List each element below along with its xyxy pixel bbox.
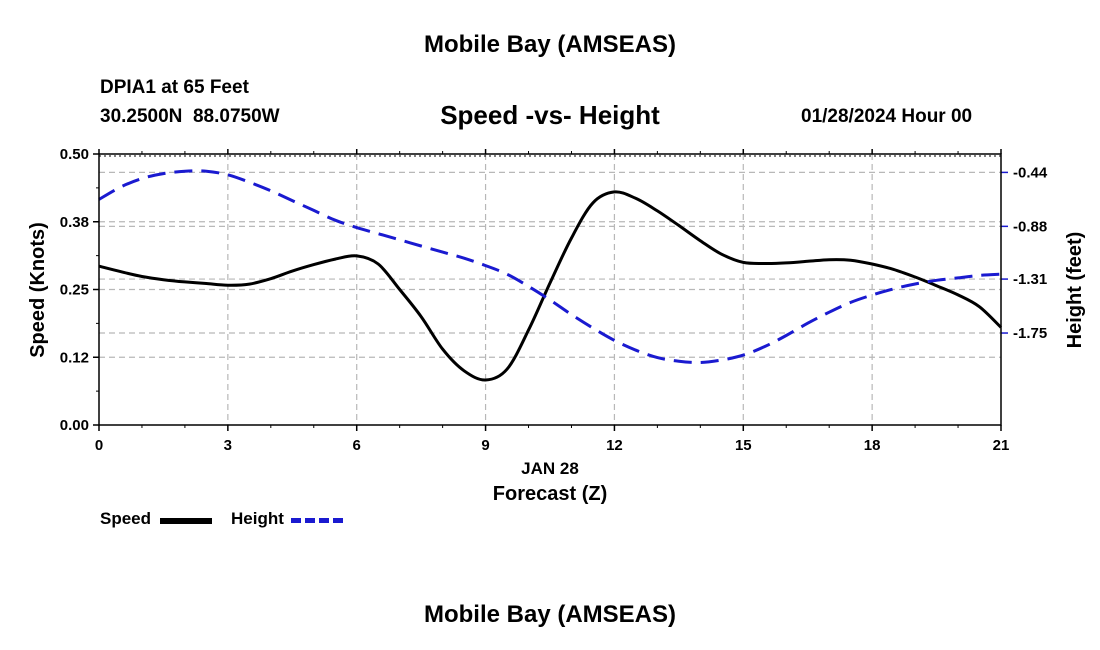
y-axis-left-label: Speed (Knots) xyxy=(27,222,49,358)
legend-speed-swatch xyxy=(160,518,212,524)
y-right-tick-label: -0.44 xyxy=(1013,164,1048,181)
x-tick-label: 3 xyxy=(224,437,232,454)
legend-speed-label: Speed xyxy=(100,509,152,528)
y-left-tick-label: 0.12 xyxy=(60,349,89,366)
x-axis-label: Forecast (Z) xyxy=(493,483,607,505)
y-left-tick-label: 0.00 xyxy=(60,417,89,434)
x-tick-label: 21 xyxy=(993,437,1010,454)
speed-series-line xyxy=(98,190,1003,382)
station-label: DPIA1 at 65 Feet xyxy=(100,77,249,98)
x-tick-label: 12 xyxy=(606,437,623,454)
y-right-tick-label: -1.75 xyxy=(1013,325,1047,342)
top-title: Mobile Bay (AMSEAS) xyxy=(423,31,677,58)
y-left-tick-label: 0.25 xyxy=(60,282,89,299)
x-tick-label: 0 xyxy=(95,437,103,454)
y-left-tick-label: 0.50 xyxy=(60,146,89,163)
height-series-line xyxy=(98,169,1002,365)
x-tick-label: 9 xyxy=(481,437,489,454)
series-group xyxy=(98,169,1003,382)
y-right-tick-label: -1.31 xyxy=(1013,271,1047,288)
y-left-tick-label: 0.38 xyxy=(60,214,89,231)
x-tick-label: 15 xyxy=(735,437,752,454)
x-tick-label: 18 xyxy=(864,437,881,454)
x-tick-label: 6 xyxy=(353,437,361,454)
legend-height-swatch xyxy=(291,518,343,523)
plot-frame xyxy=(98,153,1002,426)
x-date-label: JAN 28 xyxy=(521,459,579,478)
legend-height-label: Height xyxy=(231,509,284,528)
axis-ticks: 0 3 6 9 12 15 18 21 0.00 0.12 0.25 0.38 0.50 -0.44 -0.… xyxy=(60,146,1048,454)
bottom-title: Mobile Bay (AMSEAS) xyxy=(423,601,677,628)
grid xyxy=(99,154,1001,425)
date-label: 01/28/2024 Hour 00 xyxy=(801,106,973,127)
coordinates-label: 30.2500N 88.0750W xyxy=(100,106,280,127)
chart-title: Speed -vs- Height xyxy=(440,100,660,130)
y-axis-right-label: Height (feet) xyxy=(1064,232,1086,349)
y-right-tick-label: -0.88 xyxy=(1013,218,1047,235)
